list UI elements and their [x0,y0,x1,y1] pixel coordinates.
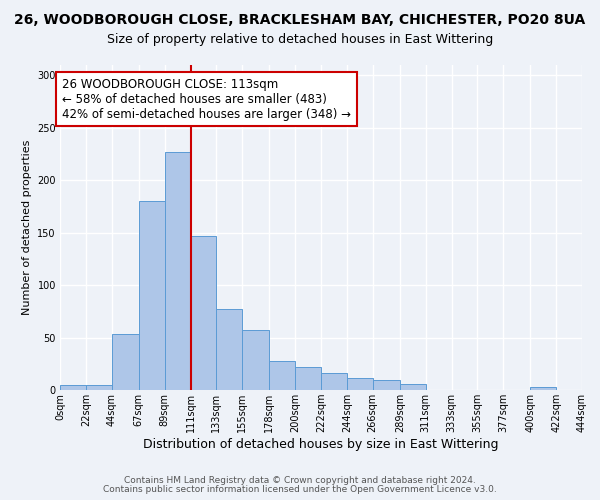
Bar [112,334,139,390]
Bar [217,310,242,390]
Text: 26, WOODBOROUGH CLOSE, BRACKLESHAM BAY, CHICHESTER, PO20 8UA: 26, WOODBOROUGH CLOSE, BRACKLESHAM BAY, … [14,12,586,26]
Bar [139,202,164,390]
Bar [191,236,217,390]
Bar [86,385,112,390]
Y-axis label: Number of detached properties: Number of detached properties [22,140,32,315]
Bar [347,378,373,390]
Bar [321,373,347,390]
Bar [269,360,295,390]
Bar [373,380,400,390]
Text: Contains HM Land Registry data © Crown copyright and database right 2024.: Contains HM Land Registry data © Crown c… [124,476,476,485]
Text: Size of property relative to detached houses in East Wittering: Size of property relative to detached ho… [107,32,493,46]
Bar [295,367,321,390]
Text: 26 WOODBOROUGH CLOSE: 113sqm
← 58% of detached houses are smaller (483)
42% of s: 26 WOODBOROUGH CLOSE: 113sqm ← 58% of de… [62,78,352,120]
Bar [242,330,269,390]
Bar [60,385,86,390]
X-axis label: Distribution of detached houses by size in East Wittering: Distribution of detached houses by size … [143,438,499,451]
Bar [530,387,556,390]
Text: Contains public sector information licensed under the Open Government Licence v3: Contains public sector information licen… [103,485,497,494]
Bar [400,384,425,390]
Bar [164,152,191,390]
